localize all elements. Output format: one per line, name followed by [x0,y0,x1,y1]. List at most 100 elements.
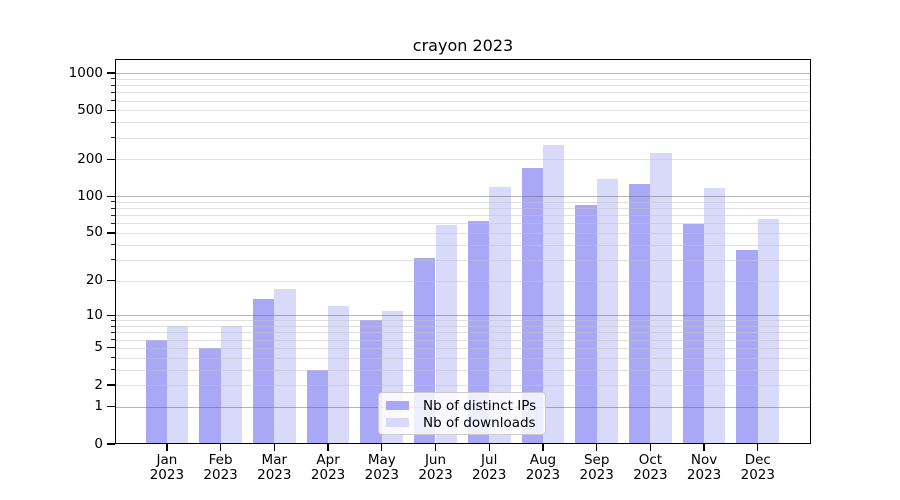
gridline-minor-20 [115,280,811,282]
legend-item-distinct-ips: Nb of distinct IPs [386,397,545,414]
y-minor-tick-6 [111,339,115,340]
x-tick-label-mar: Mar 2023 [257,451,292,483]
y-tick-label-20: 20 [85,272,103,288]
gridline-minor-3 [115,369,811,371]
y-minor-tick-40 [111,244,115,246]
x-tick-nov [703,444,705,451]
plot-area: Nb of distinct IPs Nb of downloads [115,59,811,444]
y-tick-label-200: 200 [77,150,103,167]
y-tick-label-50: 50 [85,224,103,241]
y-tick-2 [107,384,115,386]
chart-title: crayon 2023 [412,36,514,55]
gridline-minor-40 [115,244,811,246]
y-minor-tick-8 [111,325,115,327]
x-tick-oct [649,444,652,451]
gridline-minor-2 [115,385,811,386]
y-tick-label-1000: 1000 [68,64,103,81]
gridline-minor-500 [115,110,811,112]
bar-distinct-ips-nov [682,224,705,444]
legend: Nb of distinct IPs Nb of downloads [378,392,546,435]
x-tick-label-jul: Jul 2023 [472,451,507,483]
bar-downloads-oct [650,153,672,444]
y-minor-tick-30 [111,259,115,261]
bar-downloads-aug [542,145,565,444]
y-minor-tick-4 [111,357,115,359]
x-tick-feb [219,444,222,451]
y-tick-label-5: 5 [94,339,103,356]
x-tick-aug [542,444,544,451]
x-tick-label-aug: Aug 2023 [525,451,561,483]
gridline-minor-6 [115,339,811,341]
x-tick-sep [596,444,598,451]
gridline-major-100 [115,196,811,198]
gridline-minor-30 [115,259,811,261]
gridline-minor-80 [115,208,811,210]
y-tick-200 [107,158,115,160]
x-tick-label-nov: Nov 2023 [686,451,722,483]
legend-item-downloads: Nb of downloads [386,414,545,431]
y-tick-50 [107,232,115,234]
y-minor-tick-800 [111,84,115,86]
gridline-minor-600 [115,100,811,102]
y-tick-500 [107,109,115,111]
y-minor-tick-9 [111,319,115,321]
bar-distinct-ips-oct [629,183,651,444]
gridline-minor-60 [115,223,811,225]
gridline-major-1000 [115,73,811,75]
y-tick-20 [107,279,115,282]
x-tick-apr [327,444,329,451]
bar-distinct-ips-jul [467,220,490,444]
gridline-minor-300 [115,137,811,139]
x-tick-jul [488,444,490,451]
y-tick-label-10: 10 [85,306,103,323]
legend-swatch-distinct-ips-icon [386,400,409,411]
bar-downloads-nov [704,187,726,444]
x-tick-label-apr: Apr 2023 [310,451,346,483]
bar-downloads-dec [757,219,780,444]
x-tick-label-feb: Feb 2023 [203,451,238,483]
x-tick-jan [166,444,168,451]
bar-distinct-ips-dec [736,250,758,444]
bars-layer [115,59,811,444]
gridline-minor-4 [115,357,811,359]
y-tick-label-1: 1 [94,398,103,415]
y-minor-tick-900 [111,78,115,80]
gridline-minor-9 [115,320,811,322]
bar-distinct-ips-may [360,320,382,444]
y-tick-100 [107,195,115,197]
gridline-minor-800 [115,85,811,86]
x-tick-mar [273,444,275,451]
bar-distinct-ips-apr [306,369,329,444]
x-tick-label-may: May 2023 [364,451,399,483]
gridline-major-10 [115,315,811,317]
gridline-minor-5 [115,347,811,349]
bar-downloads-mar [274,288,296,444]
bar-distinct-ips-mar [252,298,275,444]
y-tick-label-100: 100 [77,187,103,204]
gridline-minor-700 [115,92,811,94]
y-minor-tick-300 [111,137,115,139]
gridline-minor-70 [115,215,811,217]
x-tick-jun [434,444,437,451]
y-tick-label-500: 500 [77,101,103,118]
y-minor-tick-70 [111,214,115,216]
x-tick-label-dec: Dec 2023 [740,451,775,483]
gridlines-layer [115,59,811,444]
bar-distinct-ips-feb [199,347,221,444]
legend-label-downloads: Nb of downloads [423,414,536,431]
y-tick-10 [107,314,115,316]
x-tick-may [381,444,383,451]
gridline-minor-200 [115,159,811,161]
bar-downloads-apr [328,306,350,444]
bar-downloads-jun [435,225,457,444]
bar-downloads-sep [596,179,619,444]
bar-downloads-jul [489,186,511,444]
y-tick-1000 [107,72,115,74]
y-tick-0 [107,443,115,445]
gridline-minor-8 [115,326,811,327]
y-tick-label-0: 0 [94,435,103,452]
y-minor-tick-700 [111,91,115,93]
y-tick-5 [107,347,115,349]
y-minor-tick-80 [111,207,115,209]
